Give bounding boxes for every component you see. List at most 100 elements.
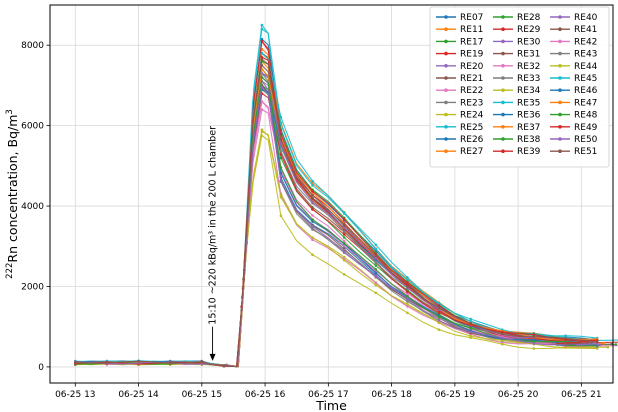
series-point-re48 [374,268,378,271]
series-line-re51 [75,58,598,368]
series-point-re44 [260,128,264,131]
series-point-re37 [602,341,606,345]
series-point-re51 [242,277,245,281]
legend-marker-re48 [558,112,562,117]
plot-frame [49,4,614,384]
series-point-re45 [311,179,314,183]
annotation: 15:10 ~220 kBq/m³ in the 200 L chamber [208,126,219,361]
series-point-re50 [279,179,283,182]
legend-label-re25: RE25 [460,123,483,133]
series-point-re26 [260,37,264,41]
series-point-re45 [469,317,473,321]
series-point-re35 [260,27,264,31]
series-point-re48 [532,340,536,343]
legend-marker-re50 [558,137,562,141]
legend-label-re36: RE36 [517,111,541,121]
series-point-re22 [342,239,346,243]
series-point-re32 [374,281,378,285]
series-point-re33 [279,150,283,153]
series-point-re24 [342,255,346,259]
series-point-re51 [137,360,140,363]
series-point-re34 [311,253,314,256]
series-point-re51 [74,360,77,364]
series-point-re50 [532,342,536,345]
series-point-re42 [342,244,346,248]
series-point-re49 [501,330,504,334]
series-point-re44 [406,302,409,306]
series-point-re51 [311,196,314,200]
series-point-re34 [374,291,378,295]
y-axis-ticks: 0 2000 4000 6000 8000 [21,41,50,373]
legend-label-re33: RE33 [517,74,540,84]
series-point-re29 [406,290,409,294]
series-point-re25 [260,23,264,27]
series-point-re40 [342,226,346,230]
legend-label-re48: RE48 [574,111,598,121]
series-point-re28 [342,236,346,239]
legend-label-re23: RE23 [460,98,483,108]
legend-marker-re23 [444,100,448,105]
series-point-re51 [260,58,264,61]
series-point-re49 [311,190,314,193]
series-point-re49 [437,304,441,307]
y-tick-label: 8000 [21,41,44,51]
series-point-re49 [342,218,346,221]
legend-marker-re39 [501,149,505,153]
series-point-re48 [311,218,314,221]
legend-label-re21: RE21 [460,74,483,84]
series-point-re51 [501,332,504,336]
series-point-re51 [279,137,283,141]
x-tick-label: 06-25 15 [182,390,222,400]
y-axis-label-isotope: 222 [5,263,15,279]
series-point-re51 [105,361,109,365]
series-point-re34 [501,342,504,346]
series-point-re32 [406,305,409,308]
series-point-re51 [200,360,204,363]
series-point-re47 [260,68,264,71]
series-point-re29 [342,233,346,236]
legend-marker-re29 [501,27,505,32]
legend-label-re47: RE47 [574,98,597,108]
legend-label-re50: RE50 [574,135,598,145]
y-tick-label: 6000 [21,122,44,132]
y-axis-label-exponent: 3 [5,109,15,114]
series-point-re45 [279,115,283,119]
legend-marker-re30 [501,39,505,44]
series-point-re33 [374,261,378,265]
series-point-re49 [406,281,409,284]
legend-marker-re51 [558,149,562,153]
series-point-re46 [311,220,314,223]
series-point-re51 [374,254,378,257]
legend-marker-re40 [558,15,562,19]
annotation-arrow-head [209,353,216,361]
series-point-re28 [374,264,378,267]
legend-label-re27: RE27 [460,147,483,157]
legend-label-re28: RE28 [517,13,541,23]
series-point-re51 [595,340,599,344]
legend-marker-re28 [501,15,505,19]
x-tick-label: 06-25 21 [561,390,601,400]
series-point-re51 [342,223,346,226]
series-point-re44 [564,346,567,349]
legend-marker-re19 [444,51,448,56]
y-tick-label: 4000 [21,202,44,212]
series-point-re50 [469,330,473,334]
legend-label-re11: RE11 [460,25,483,35]
legend-marker-re36 [501,112,505,117]
legend-label-re26: RE26 [460,135,484,145]
series-point-re34 [437,328,441,332]
x-tick-label: 06-25 20 [498,390,539,400]
series-point-re31 [610,342,614,346]
legend-marker-re38 [501,137,505,141]
series-point-re48 [406,295,409,298]
series-point-re51 [223,364,227,368]
series-line-re49 [75,56,598,368]
series-point-re45 [564,334,567,338]
legend-marker-re44 [558,64,562,68]
series-point-re48 [564,340,567,343]
series-point-re51 [406,285,409,288]
legend-marker-re41 [558,27,562,32]
series-point-re40 [279,142,283,146]
legend-label-re29: RE29 [517,25,541,35]
series-point-re51 [437,306,441,310]
